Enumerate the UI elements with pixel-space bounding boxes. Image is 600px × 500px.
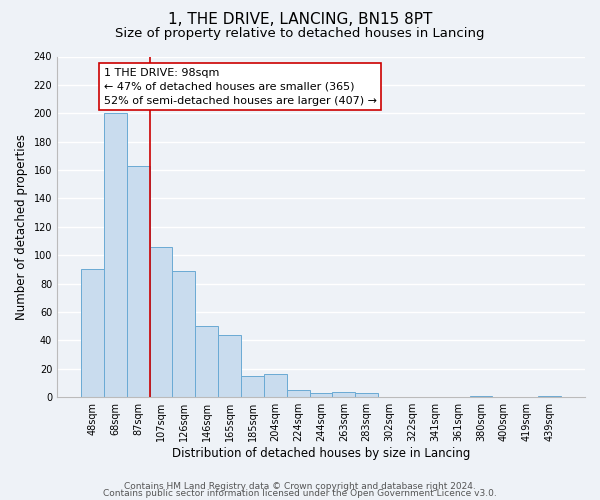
Text: Contains public sector information licensed under the Open Government Licence v3: Contains public sector information licen… <box>103 490 497 498</box>
Bar <box>104 114 127 397</box>
Bar <box>196 326 218 397</box>
Bar <box>172 271 196 397</box>
Bar <box>538 396 561 397</box>
Bar <box>355 393 378 397</box>
Bar <box>127 166 149 397</box>
Bar <box>241 376 264 397</box>
Bar <box>332 392 355 397</box>
Bar <box>470 396 493 397</box>
Text: 1 THE DRIVE: 98sqm
← 47% of detached houses are smaller (365)
52% of semi-detach: 1 THE DRIVE: 98sqm ← 47% of detached hou… <box>104 68 377 106</box>
Bar <box>287 390 310 397</box>
Y-axis label: Number of detached properties: Number of detached properties <box>15 134 28 320</box>
Text: Contains HM Land Registry data © Crown copyright and database right 2024.: Contains HM Land Registry data © Crown c… <box>124 482 476 491</box>
Bar <box>81 270 104 397</box>
Bar <box>310 393 332 397</box>
Bar <box>264 374 287 397</box>
X-axis label: Distribution of detached houses by size in Lancing: Distribution of detached houses by size … <box>172 447 470 460</box>
Text: 1, THE DRIVE, LANCING, BN15 8PT: 1, THE DRIVE, LANCING, BN15 8PT <box>168 12 432 28</box>
Bar <box>218 334 241 397</box>
Bar <box>149 246 172 397</box>
Text: Size of property relative to detached houses in Lancing: Size of property relative to detached ho… <box>115 28 485 40</box>
